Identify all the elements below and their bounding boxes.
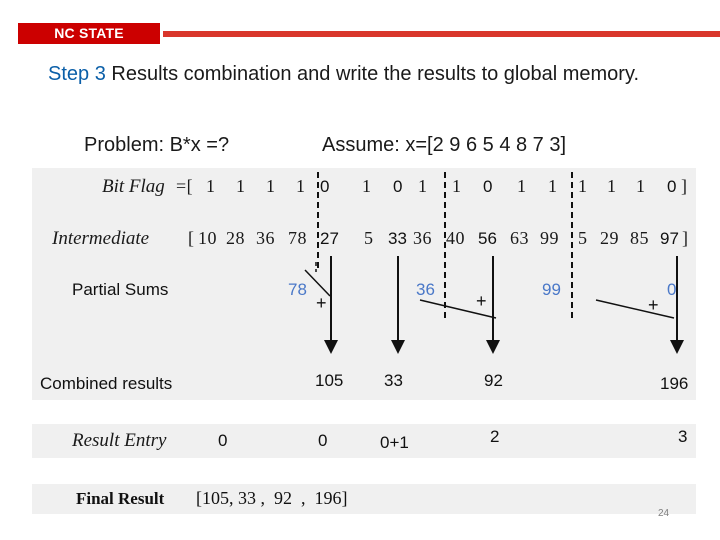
computation-panel	[32, 168, 696, 400]
result-entry-label: Result Entry	[72, 430, 167, 451]
plus-sign: +	[316, 293, 327, 313]
intermediate-value: 56	[478, 229, 497, 248]
page-number: 24	[658, 508, 670, 519]
bit-flag-value: 1	[266, 176, 276, 196]
bit-flag-eq: =[	[176, 176, 194, 196]
intermediate-value: 29	[600, 228, 619, 248]
arrow-head	[486, 340, 500, 354]
intermediate-label: Intermediate	[52, 228, 150, 249]
bit-flag-value: 1	[418, 176, 428, 196]
arrow-head	[324, 340, 338, 354]
partial-sum-value: 0	[667, 280, 677, 299]
result-entry-panel	[32, 424, 696, 458]
bit-flag-value: 1	[517, 176, 527, 196]
bit-flag-value: 1	[362, 176, 372, 196]
bit-flag-value: 1	[452, 176, 462, 196]
result-entry-value: 0	[318, 431, 328, 450]
bit-flag-value: 1	[636, 176, 646, 196]
result-entry-value: 3	[678, 427, 688, 446]
intermediate-value: 78	[288, 228, 307, 248]
combined-value: 92	[484, 371, 503, 390]
intermediate-value: 27	[320, 229, 339, 248]
bit-flag-value: 0	[483, 177, 493, 196]
bit-flag-value: 0	[393, 177, 403, 196]
intermediate-value: 36	[413, 228, 432, 248]
plus-sign: +	[648, 295, 659, 315]
header-rule	[163, 31, 720, 37]
combined-value: 33	[384, 371, 403, 390]
bit-flag-value: 1	[607, 176, 617, 196]
bit-flag-value: 0	[667, 177, 677, 196]
combined-value: 196	[660, 374, 689, 393]
result-entry-value: 0+1	[380, 433, 409, 452]
step-label: Step 3	[48, 63, 106, 85]
final-result-value: [105, 33 , 92 , 196]	[196, 488, 348, 508]
intermediate-value: 85	[630, 228, 649, 248]
bit-flag-value: 1	[236, 176, 246, 196]
intermediate-value: 99	[540, 228, 559, 248]
slide-title: Step 3 Results combination and write the…	[48, 60, 688, 88]
intermediate-open: [	[188, 228, 195, 248]
intermediate-value: 36	[256, 228, 275, 248]
assumption-statement: Assume: x=[2 9 6 5 4 8 7 3]	[322, 134, 567, 156]
intermediate-value: 10	[198, 228, 217, 248]
partial-sum-value: 36	[416, 280, 435, 299]
merge-line	[595, 299, 675, 319]
title-text: Results combination and write the result…	[111, 63, 640, 85]
arrow-head	[391, 340, 405, 354]
merge-line	[304, 269, 331, 297]
combined-results-label: Combined results	[40, 374, 173, 393]
intermediate-value: 63	[510, 228, 529, 248]
problem-statement: Problem: B*x =?	[84, 134, 230, 156]
bit-flag-value: 1	[548, 176, 558, 196]
partial-sum-value: 99	[542, 280, 561, 299]
intermediate-value: 97	[660, 229, 679, 248]
intermediate-value: 28	[226, 228, 245, 248]
bit-flag-close: ]	[681, 176, 688, 196]
intermediate-value: 33	[388, 229, 407, 248]
bit-flag-value: 1	[578, 176, 588, 196]
final-result-panel	[32, 484, 696, 514]
intermediate-value: 5	[578, 228, 588, 248]
result-entry-value: 0	[218, 431, 228, 450]
bit-flag-value: 0	[320, 177, 330, 196]
intermediate-value: 40	[446, 228, 465, 248]
plus-sign: +	[476, 291, 487, 311]
bit-flag-value: 1	[206, 176, 216, 196]
intermediate-close: ]	[682, 228, 689, 248]
bit-flag-label: Bit Flag	[102, 176, 165, 197]
result-entry-value: 2	[490, 427, 500, 446]
intermediate-value: 5	[364, 228, 374, 248]
final-result-label: Final Result	[76, 489, 165, 508]
combined-value: 105	[315, 371, 344, 390]
partial-sum-value: 78	[288, 280, 307, 299]
merge-line	[419, 299, 497, 319]
bit-flag-value: 1	[296, 176, 306, 196]
partial-sums-label: Partial Sums	[72, 280, 169, 299]
university-logo: NC STATE UNIVERSITY	[18, 23, 160, 62]
arrow-head	[670, 340, 684, 354]
